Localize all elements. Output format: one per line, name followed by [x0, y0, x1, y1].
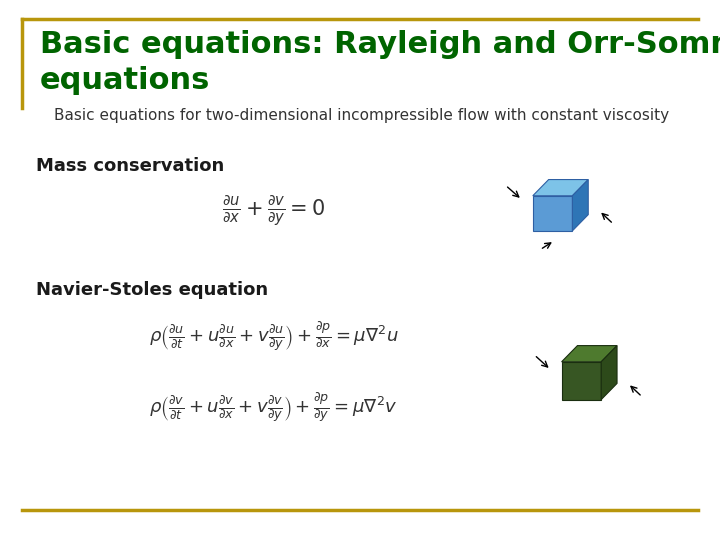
Polygon shape	[533, 195, 572, 231]
Polygon shape	[562, 362, 601, 400]
Text: Mass conservation: Mass conservation	[36, 157, 224, 174]
Text: Navier-Stoles equation: Navier-Stoles equation	[36, 281, 268, 299]
Polygon shape	[601, 346, 617, 400]
Text: $\rho\left(\frac{\partial u}{\partial t} + u\frac{\partial u}{\partial x} + v\fr: $\rho\left(\frac{\partial u}{\partial t}…	[149, 321, 398, 354]
Polygon shape	[572, 179, 588, 231]
Text: Basic equations for two-dimensional incompressible flow with constant viscosity: Basic equations for two-dimensional inco…	[54, 108, 669, 123]
Text: $\rho\left(\frac{\partial v}{\partial t} + u\frac{\partial v}{\partial x} + v\fr: $\rho\left(\frac{\partial v}{\partial t}…	[150, 391, 397, 424]
Polygon shape	[533, 179, 588, 195]
Text: equations: equations	[40, 66, 210, 95]
Polygon shape	[562, 346, 617, 362]
Text: Basic equations: Rayleigh and Orr-Sommerfeld: Basic equations: Rayleigh and Orr-Sommer…	[40, 30, 720, 59]
Text: $\frac{\partial u}{\partial x} + \frac{\partial v}{\partial y} = 0$: $\frac{\partial u}{\partial x} + \frac{\…	[222, 193, 325, 228]
